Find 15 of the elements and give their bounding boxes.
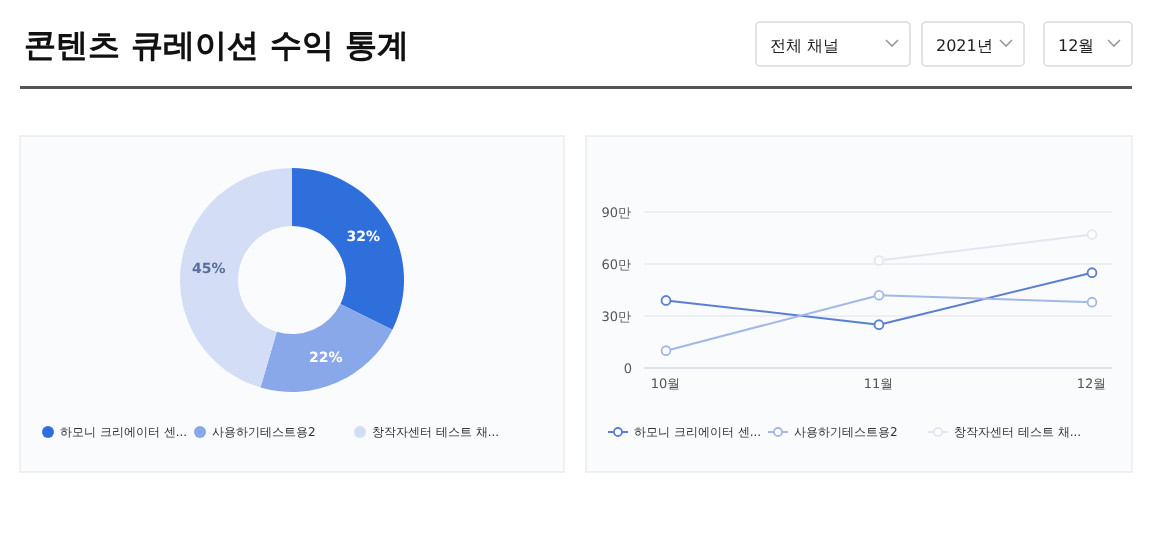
point	[1086, 267, 1098, 278]
donut-slice	[180, 168, 292, 388]
point	[1086, 229, 1098, 240]
point	[873, 255, 885, 266]
point	[660, 295, 672, 306]
point	[1086, 296, 1098, 308]
donut-slice	[292, 168, 404, 330]
text: 2021년	[936, 37, 993, 55]
text: 12월	[1058, 37, 1095, 55]
donut-slice	[260, 303, 393, 392]
text: 콘텐츠 큐레이션 수익 통계	[24, 26, 410, 64]
point	[873, 289, 885, 301]
text: 전체 채널	[770, 37, 840, 55]
point	[873, 319, 885, 330]
point	[660, 345, 672, 356]
